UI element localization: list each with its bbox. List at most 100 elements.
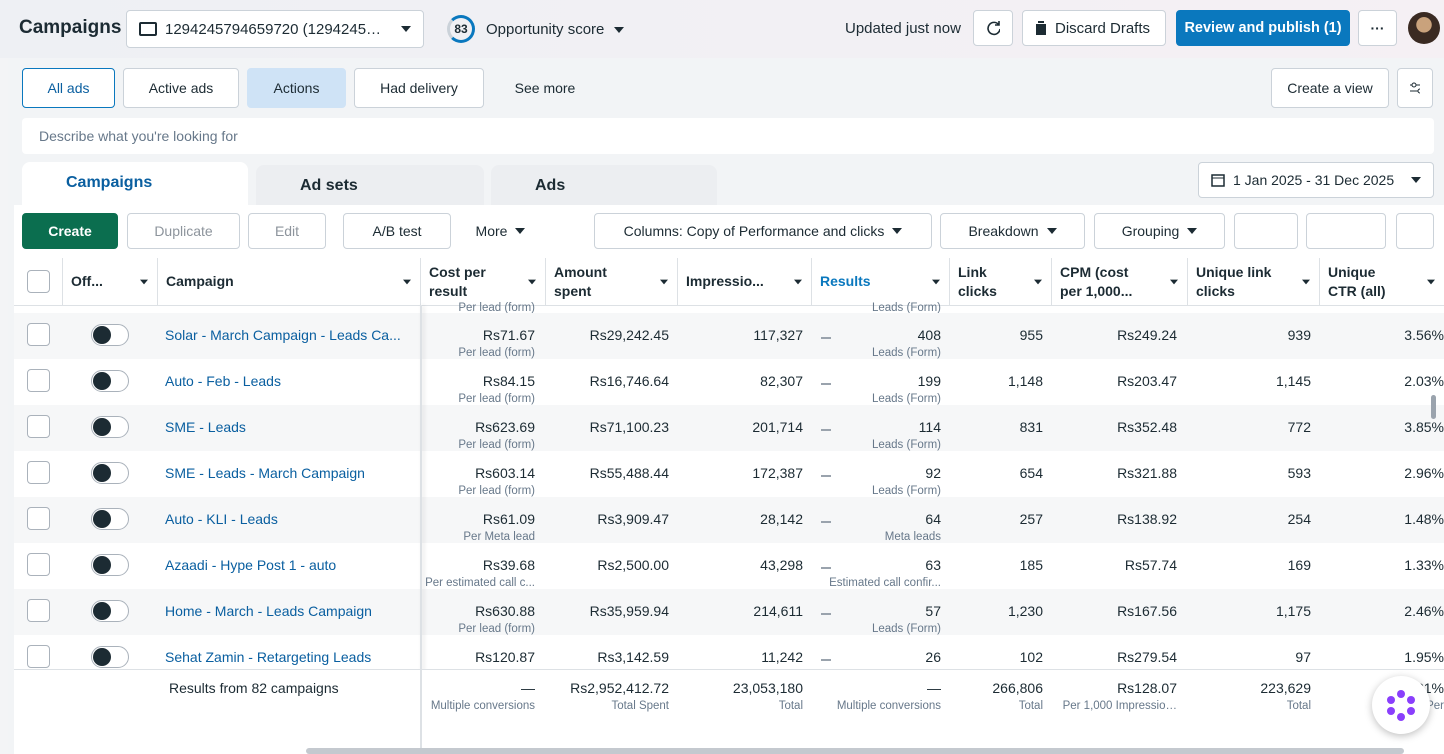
tab[interactable]: Ad sets xyxy=(256,165,484,205)
footer-sub: Per 1,000 Impressio… xyxy=(1062,700,1177,712)
row-checkbox[interactable] xyxy=(27,507,50,530)
tab[interactable]: Ads xyxy=(491,165,717,205)
refresh-button[interactable] xyxy=(973,10,1013,46)
result-value: 63 xyxy=(925,557,941,573)
filter-chip[interactable]: Active ads xyxy=(123,68,239,108)
campaign-name[interactable]: Azaadi - Hype Post 1 - auto xyxy=(165,557,337,573)
avatar[interactable] xyxy=(1408,12,1440,44)
trash-icon xyxy=(1036,21,1046,35)
toggle[interactable] xyxy=(91,416,129,438)
filter-chip[interactable]: See more xyxy=(514,80,576,96)
toolbar-button[interactable]: Create xyxy=(22,213,118,249)
cell-value: Rs3,909.47 xyxy=(597,511,669,527)
campaign-name[interactable]: Solar - March Campaign - Leads Ca... xyxy=(165,327,401,343)
more-button[interactable]: ··· xyxy=(1358,10,1397,46)
sort-caret xyxy=(1034,279,1042,284)
header-line xyxy=(14,305,1444,306)
chart-button[interactable] xyxy=(1396,213,1434,249)
toolbar-button[interactable]: Grouping xyxy=(1094,213,1225,249)
search-box[interactable]: Describe what you're looking for xyxy=(22,118,1434,154)
row-checkbox[interactable] xyxy=(27,461,50,484)
toggle-knob xyxy=(93,464,111,482)
toggle[interactable] xyxy=(91,508,129,530)
toggle[interactable] xyxy=(91,370,129,392)
tab[interactable]: Campaigns xyxy=(22,162,248,205)
cell-value: 1.48% xyxy=(1404,511,1444,527)
column-header[interactable]: Cost per result xyxy=(420,258,545,305)
toggle[interactable] xyxy=(91,600,129,622)
column-header[interactable]: Unique CTR (all) xyxy=(1319,258,1444,305)
row-checkbox[interactable] xyxy=(27,553,50,576)
toggle[interactable] xyxy=(91,554,129,576)
score-menu[interactable]: Opportunity score xyxy=(486,21,625,38)
assistant-button[interactable] xyxy=(1372,676,1430,734)
footer-label: Results from 82 campaigns xyxy=(169,680,339,696)
cost-per-result: Rs61.09 xyxy=(482,511,535,527)
column-header[interactable]: Link clicks xyxy=(949,258,1051,305)
cell-value: 201,714 xyxy=(752,419,803,435)
cell-value: 1,148 xyxy=(1007,373,1043,389)
download-icon xyxy=(821,603,831,615)
toggle-knob xyxy=(93,326,111,344)
frozen-shadow xyxy=(420,305,422,754)
discard-button[interactable]: Discard Drafts xyxy=(1022,10,1166,46)
table-row xyxy=(14,543,1444,589)
column-header[interactable]: Results xyxy=(811,258,949,305)
column-header[interactable]: CPM (cost per 1,000... xyxy=(1051,258,1187,305)
campaign-name[interactable]: SME - Leads - March Campaign xyxy=(165,465,365,481)
campaign-name[interactable]: Sehat Zamin - Retargeting Leads xyxy=(165,649,372,665)
row-checkbox[interactable] xyxy=(27,415,50,438)
column-header[interactable]: Unique link clicks xyxy=(1187,258,1319,305)
score-badge: 83 xyxy=(447,15,475,43)
filter-chip[interactable]: Had delivery xyxy=(354,68,484,108)
sort-caret xyxy=(528,279,536,284)
toolbar-button[interactable]: A/B test xyxy=(343,213,451,249)
column-header[interactable]: Off... xyxy=(62,258,157,305)
campaign-name[interactable]: Auto - Feb - Leads xyxy=(165,373,281,389)
cell-value: 11,242 xyxy=(761,649,803,665)
result-value: 26 xyxy=(925,649,941,665)
download-icon xyxy=(821,465,831,477)
sliders-icon xyxy=(1410,82,1420,94)
row-checkbox[interactable] xyxy=(27,323,50,346)
export-button[interactable] xyxy=(1306,213,1386,249)
toggle-knob xyxy=(93,510,111,528)
sort-caret xyxy=(140,279,148,284)
toolbar-button[interactable]: Duplicate xyxy=(127,213,240,249)
toggle[interactable] xyxy=(91,324,129,346)
view-button[interactable] xyxy=(1234,213,1298,249)
cell-value: 43,298 xyxy=(760,557,803,573)
toggle[interactable] xyxy=(91,646,129,668)
date-picker[interactable]: 1 Jan 2025 - 31 Dec 2025 xyxy=(1198,162,1434,198)
filter-chip[interactable]: Actions xyxy=(247,68,346,108)
toggle[interactable] xyxy=(91,462,129,484)
settings-button[interactable] xyxy=(1397,68,1433,108)
header-checkbox[interactable] xyxy=(27,270,50,293)
column-header[interactable]: Campaign xyxy=(157,258,420,305)
account-select[interactable]: 1294245794659720 (1294245… xyxy=(126,10,424,48)
campaign-name[interactable]: SME - Leads xyxy=(165,419,246,435)
campaign-name[interactable]: Home - March - Leads Campaign xyxy=(165,603,372,619)
filter-chip[interactable]: All ads xyxy=(22,68,115,108)
publish-button[interactable]: Review and publish (1) xyxy=(1176,10,1350,46)
cost-sub: Per lead (form) xyxy=(458,439,535,451)
campaign-name[interactable]: Auto - KLI - Leads xyxy=(165,511,278,527)
toolbar-button[interactable]: Columns: Copy of Performance and clicks xyxy=(594,213,932,249)
row-checkbox[interactable] xyxy=(27,599,50,622)
row-checkbox[interactable] xyxy=(27,645,50,668)
table-row xyxy=(14,451,1444,497)
toolbar-button[interactable]: More xyxy=(459,213,542,249)
column-header[interactable]: Impressio... xyxy=(677,258,811,305)
toolbar-button[interactable]: Edit xyxy=(248,213,326,249)
cell-value: 3.85% xyxy=(1404,419,1444,435)
create-view-button[interactable]: Create a view xyxy=(1271,68,1389,108)
toolbar-button[interactable]: Breakdown xyxy=(940,213,1085,249)
row-checkbox[interactable] xyxy=(27,369,50,392)
result-sub: Leads (Form) xyxy=(871,485,941,497)
cell-value: 102 xyxy=(1019,649,1043,665)
column-header[interactable]: Amount spent xyxy=(545,258,677,305)
assistant-icon xyxy=(1387,690,1415,721)
cell-value: 172,387 xyxy=(752,465,803,481)
cell-value: 3.56% xyxy=(1404,327,1444,343)
toggle-knob xyxy=(93,602,111,620)
